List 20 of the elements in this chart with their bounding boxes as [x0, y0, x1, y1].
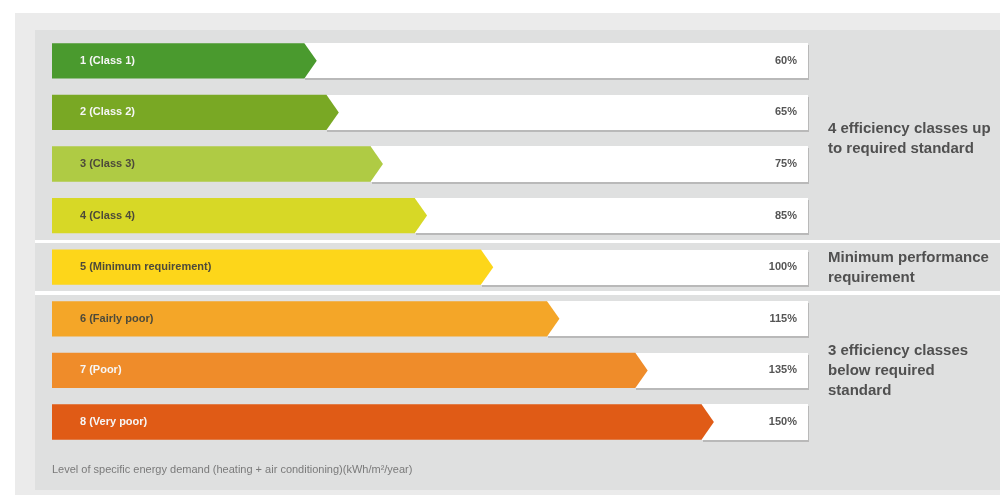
band-label: 3 efficiency classes below required standard — [828, 340, 970, 401]
y-tick-label: 3 (Class 3) — [80, 157, 136, 170]
y-tick-label: 1 (Class 1) — [80, 53, 136, 66]
data-label: 150% — [768, 415, 798, 428]
y-tick-label: 8 (Very poor) — [80, 415, 148, 428]
y-tick-label: 5 (Minimum requirement) — [80, 260, 212, 273]
band-label: 4 efficiency classes up to required standard — [828, 118, 992, 159]
data-label: 135% — [768, 363, 798, 376]
data-label: 85% — [774, 208, 798, 221]
y-tick-label: 4 (Class 4) — [80, 208, 136, 221]
x-axis-title: Level of specific energy demand (heating + air conditioning)(kWh/m²/year) — [52, 463, 413, 476]
data-label: 60% — [774, 53, 798, 66]
data-label: 75% — [774, 157, 798, 170]
y-tick-label: 6 (Fairly poor) — [80, 311, 154, 324]
band-label: Minimum performance requirement — [828, 247, 990, 288]
data-label: 115% — [769, 311, 798, 324]
data-label: 65% — [774, 105, 798, 118]
y-tick-label: 2 (Class 2) — [80, 105, 136, 118]
data-label: 100% — [768, 260, 798, 273]
y-tick-label: 7 (Poor) — [80, 363, 122, 376]
